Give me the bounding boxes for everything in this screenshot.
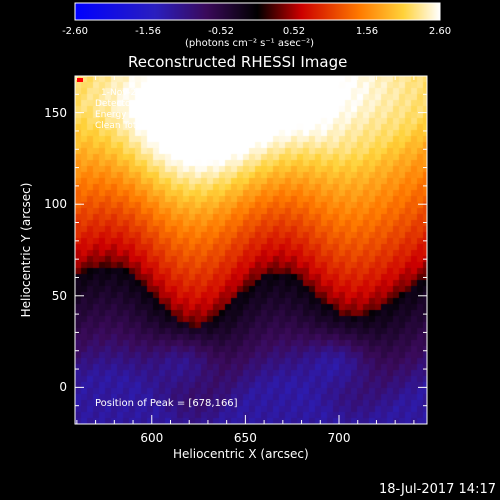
annotation-clean-counts: Clean Total Counts: 7.88e+04 (95, 121, 230, 131)
plot-frame (74, 75, 428, 425)
colorbar-tick-label: 2.60 (428, 26, 452, 37)
colorbar-tick-label: 0.52 (282, 26, 306, 37)
colorbar-gradient (74, 2, 441, 21)
colorbar-tick-label: -1.56 (135, 26, 161, 37)
x-axis-label: Heliocentric X (arcsec) (173, 447, 309, 461)
x-tick-label: 600 (140, 431, 164, 445)
x-tick-label: 700 (327, 431, 351, 445)
chart-title: Reconstructed RHESSI Image (128, 53, 348, 71)
y-tick-label: 0 (59, 380, 67, 395)
peak-position-label: Position of Peak = [678,166] (95, 398, 238, 409)
y-tick-label: 150 (44, 105, 67, 120)
colorbar-tick-label: -0.52 (208, 26, 234, 37)
colorbar (74, 2, 441, 21)
reconstructed-image (75, 76, 427, 424)
annotation-detectors: Detectors: 3F 8F 9F, Att: 1 (95, 99, 214, 109)
y-axis-label: Heliocentric Y (arcsec) (19, 182, 33, 318)
x-tick-label: 650 (233, 431, 257, 445)
y-tick-label: 100 (44, 197, 67, 212)
annotation-time-range: 1-Nov-2014 10:06:48.000 to 10:07:44.000 (101, 88, 292, 98)
footer-date: 18-Jul-2017 14:17 (378, 482, 496, 497)
colorbar-tick-label: 1.56 (355, 26, 379, 37)
colorbar-tick-label: -2.60 (62, 26, 88, 37)
y-tick-label: 50 (51, 288, 67, 303)
colorbar-units: (photons cm⁻² s⁻¹ asec⁻²) (185, 38, 315, 49)
annotation-energy-range: Energy Range: 6.0 - 12.0 keV (95, 110, 227, 120)
corner-marker (77, 78, 83, 82)
